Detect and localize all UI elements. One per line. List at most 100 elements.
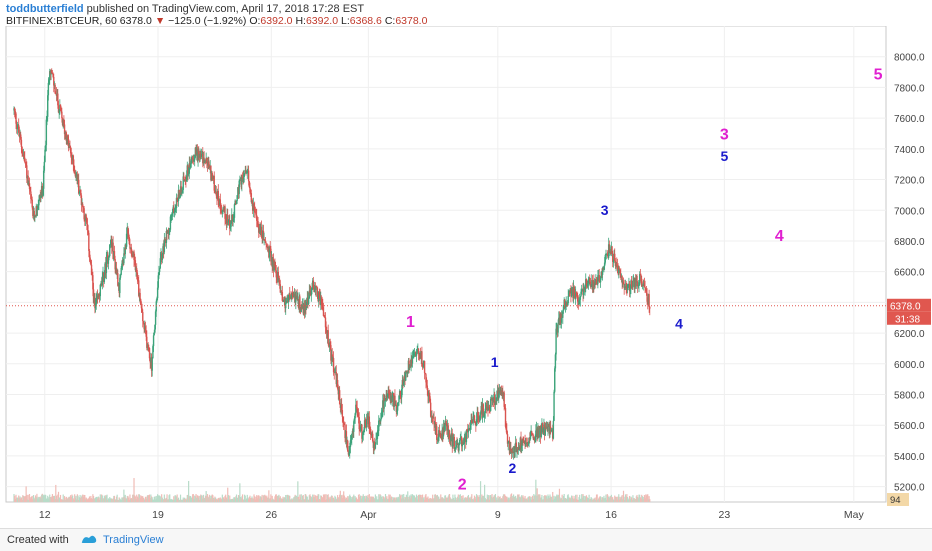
candle-body <box>396 410 398 412</box>
candle-body <box>544 426 546 436</box>
volume-bar <box>295 495 297 502</box>
volume-bar <box>369 499 371 502</box>
volume-bar <box>20 498 22 502</box>
volume-bar <box>533 495 536 502</box>
volume-bar <box>191 497 193 502</box>
volume-bar <box>113 495 116 502</box>
volume-bar <box>554 498 556 502</box>
candle-body <box>275 270 277 278</box>
candle-body <box>171 212 174 216</box>
volume-bar <box>221 498 223 502</box>
volume-bar <box>457 496 459 502</box>
author-name[interactable]: toddbutterfield <box>6 3 84 15</box>
volume-bar <box>455 497 457 502</box>
volume-bar <box>28 494 31 502</box>
candle-body <box>347 440 349 452</box>
candle-body <box>127 233 130 238</box>
candle-body <box>72 155 75 166</box>
tradingview-brand[interactable]: TradingView <box>103 534 164 546</box>
volume-bar <box>233 497 236 502</box>
volume-bar <box>459 494 461 502</box>
volume-bar <box>173 499 176 502</box>
volume-bar <box>342 494 344 502</box>
volume-bar <box>165 499 167 502</box>
candle-body <box>568 291 570 297</box>
volume-bar <box>43 495 45 502</box>
candle-body <box>227 221 230 223</box>
volume-bar <box>43 495 45 502</box>
candle-body <box>597 275 599 285</box>
volume-bar <box>587 497 589 502</box>
candle-body <box>416 348 418 354</box>
volume-bar <box>269 498 271 502</box>
volume-bar <box>250 498 252 502</box>
candle-body <box>421 351 423 367</box>
volume-bar <box>606 499 608 502</box>
volume-bar <box>171 499 174 502</box>
candle-body <box>353 421 355 432</box>
volume-bar <box>67 498 69 502</box>
candle-body <box>69 146 71 148</box>
candle-body <box>233 204 236 218</box>
volume-bar <box>528 497 530 502</box>
price-chart[interactable]: 5200.05400.05600.05800.06000.06200.06400… <box>0 26 932 528</box>
candle-body <box>53 76 55 86</box>
volume-bar <box>37 496 39 502</box>
candle-body <box>589 281 592 287</box>
candle-body <box>383 398 385 409</box>
volume-bar <box>158 495 160 502</box>
volume-bar <box>114 499 116 502</box>
candle-body <box>371 433 374 442</box>
volume-bar <box>622 499 624 502</box>
volume-bar <box>426 497 428 502</box>
volume-bar <box>392 497 394 502</box>
volume-bar <box>154 496 156 502</box>
candle-body <box>296 295 298 300</box>
volume-bar <box>614 495 616 502</box>
tradingview-logo-icon[interactable] <box>80 532 98 546</box>
volume-bar <box>202 495 204 502</box>
volume-bar <box>78 499 80 502</box>
volume-bar <box>603 495 605 502</box>
volume-bar <box>572 495 574 502</box>
candle-body <box>206 157 208 164</box>
volume-bar <box>424 495 426 502</box>
time-axis[interactable]: 12 19 26 Apr 9 16 23 May <box>39 509 865 521</box>
volume-bar <box>131 498 133 502</box>
price-axis[interactable]: 5200.05400.05600.05800.06000.06200.06400… <box>894 53 925 494</box>
candle-body <box>94 304 97 309</box>
volume-bar <box>461 495 463 502</box>
volume-bar <box>360 498 362 502</box>
volume-bar <box>500 499 502 502</box>
volume-bar <box>256 498 258 502</box>
volume-bar <box>417 494 420 502</box>
candle-body <box>442 426 445 437</box>
volume-bar <box>330 498 332 502</box>
volume-bar <box>226 499 228 502</box>
volume-bar <box>296 497 298 502</box>
volume-bar <box>14 495 16 502</box>
volume-bar <box>62 494 64 502</box>
candle-body <box>612 253 614 262</box>
candle-body <box>557 323 559 333</box>
candle-body <box>636 275 638 282</box>
volume-bar <box>214 497 217 502</box>
candle-body <box>188 163 190 174</box>
volume-bar <box>541 494 543 502</box>
volume-bar <box>301 495 304 502</box>
volume-bar <box>83 494 85 502</box>
volume-bar <box>429 497 431 502</box>
candle-body <box>57 93 59 106</box>
volume-bar <box>560 498 562 502</box>
volume-bar <box>34 495 37 502</box>
volume-bar <box>578 497 580 502</box>
candle-body <box>82 204 84 208</box>
volume-bar <box>375 498 377 502</box>
volume-bar <box>299 494 301 502</box>
volume-bar <box>548 497 550 502</box>
candle-body <box>601 268 604 275</box>
volume-bar <box>168 495 170 502</box>
volume-bar <box>261 494 263 502</box>
volume-bar <box>397 496 399 502</box>
candle-body <box>362 432 364 435</box>
